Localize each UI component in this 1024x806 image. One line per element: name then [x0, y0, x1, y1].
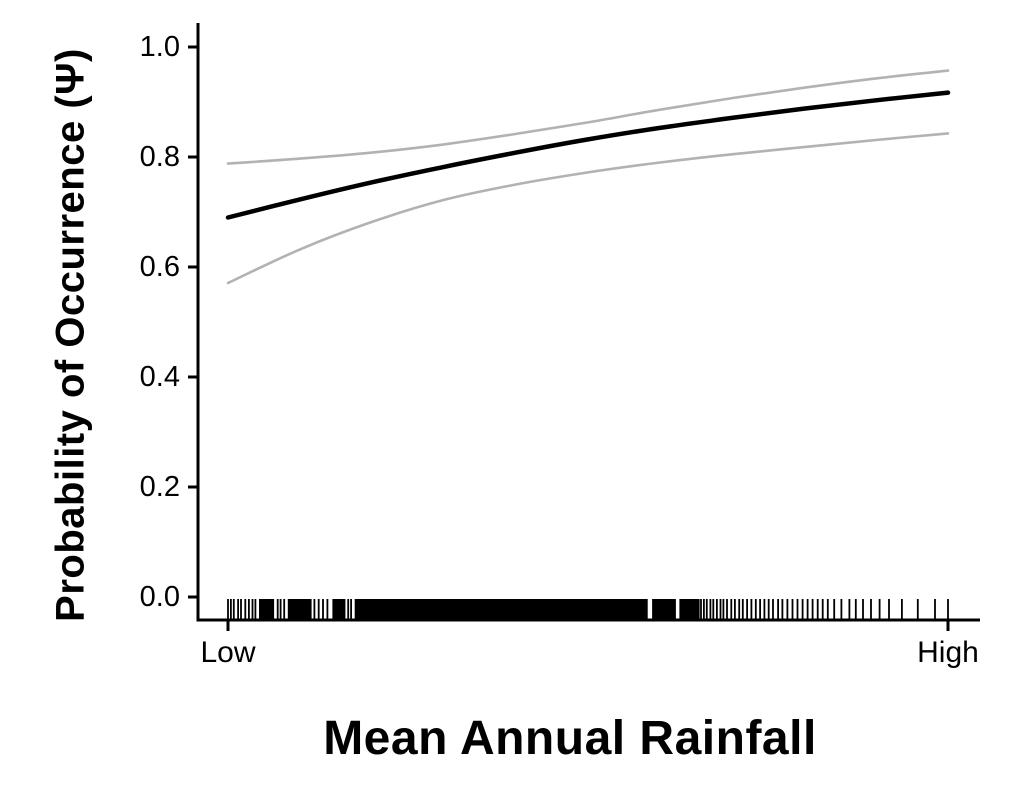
rug-tick [754, 599, 757, 619]
rug-tick [826, 599, 829, 619]
series-upper_ci [226, 69, 950, 165]
x-tick-label: High [917, 636, 979, 669]
rug-tick [777, 599, 779, 619]
rug-tick [786, 599, 789, 619]
rug-tick [326, 599, 329, 619]
rug-tick [734, 599, 736, 619]
rug-dense-segment [332, 599, 346, 619]
rug-tick [848, 599, 851, 619]
y-tick-label: 0.8 [139, 141, 180, 173]
rug-tick [719, 599, 722, 619]
rug-dense-segment [679, 599, 700, 619]
rug-tick [772, 599, 774, 619]
rug-dense-segment [354, 599, 648, 619]
rug-tick [313, 599, 316, 619]
rug-tick [796, 599, 799, 619]
y-axis-title: Probability of Occurrence (Ψ) [48, 48, 93, 622]
rug-tick [276, 599, 279, 619]
rug-tick [237, 599, 239, 619]
rug-tick [350, 599, 352, 619]
y-tick-label: 0.6 [139, 251, 180, 283]
rug-tick [232, 599, 235, 619]
rug-tick [722, 599, 725, 619]
rug-tick [227, 599, 229, 619]
rug-tick [750, 599, 753, 619]
rug-tick [703, 599, 705, 619]
rug-tick [878, 599, 881, 619]
rug-tick [347, 599, 350, 619]
rug-dense-segment [287, 599, 312, 619]
rug-tick [901, 599, 903, 619]
rug-dense-segment [652, 599, 676, 619]
rug-tick [767, 599, 770, 619]
rug-tick [806, 599, 809, 619]
rug-tick [716, 599, 718, 619]
rug-tick [738, 599, 741, 619]
rug-tick [862, 599, 864, 619]
rug-tick [791, 599, 794, 619]
rug-tick [916, 599, 919, 619]
rug-tick [759, 599, 761, 619]
rug-tick [279, 599, 282, 619]
series-lower_ci [226, 132, 950, 285]
rug-tick [700, 599, 702, 619]
rug-tick [726, 599, 728, 619]
rug-tick [746, 599, 748, 619]
rug-tick [712, 599, 715, 619]
rug-tick [821, 599, 824, 619]
x-axis-title: Mean Annual Rainfall [323, 712, 817, 765]
y-tick-label: 0.2 [139, 471, 180, 503]
rug-tick [870, 599, 872, 619]
rug-tick [244, 599, 247, 619]
series-mean_estimate [225, 90, 951, 220]
x-tick-label: Low [200, 636, 256, 669]
rug-tick [947, 599, 949, 619]
rug-tick [322, 599, 324, 619]
rug-tick [763, 599, 766, 619]
rug-tick [317, 599, 320, 619]
rug-tick [934, 599, 936, 619]
y-tick-label: 0.4 [139, 361, 180, 393]
rug-tick [888, 599, 890, 619]
axes-lines [196, 23, 980, 622]
rug-tick [730, 599, 733, 619]
rug-tick [741, 599, 744, 619]
y-tick-label: 0.0 [139, 581, 180, 613]
rug-tick [781, 599, 784, 619]
rug-dense-segment [259, 599, 275, 619]
rug-tick [801, 599, 804, 619]
y-tick-label: 1.0 [139, 31, 180, 63]
rug-tick [230, 599, 232, 619]
rug-tick [840, 599, 843, 619]
rug-tick [811, 599, 814, 619]
rug-tick [709, 599, 712, 619]
rug-tick [705, 599, 708, 619]
rug-tick [283, 599, 286, 619]
rug-tick [854, 599, 857, 619]
rug-tick [816, 599, 819, 619]
rug-tick [248, 599, 250, 619]
rug-tick [833, 599, 836, 619]
rug-tick [251, 599, 254, 619]
rug-tick [254, 599, 257, 619]
rug-tick [240, 599, 242, 619]
